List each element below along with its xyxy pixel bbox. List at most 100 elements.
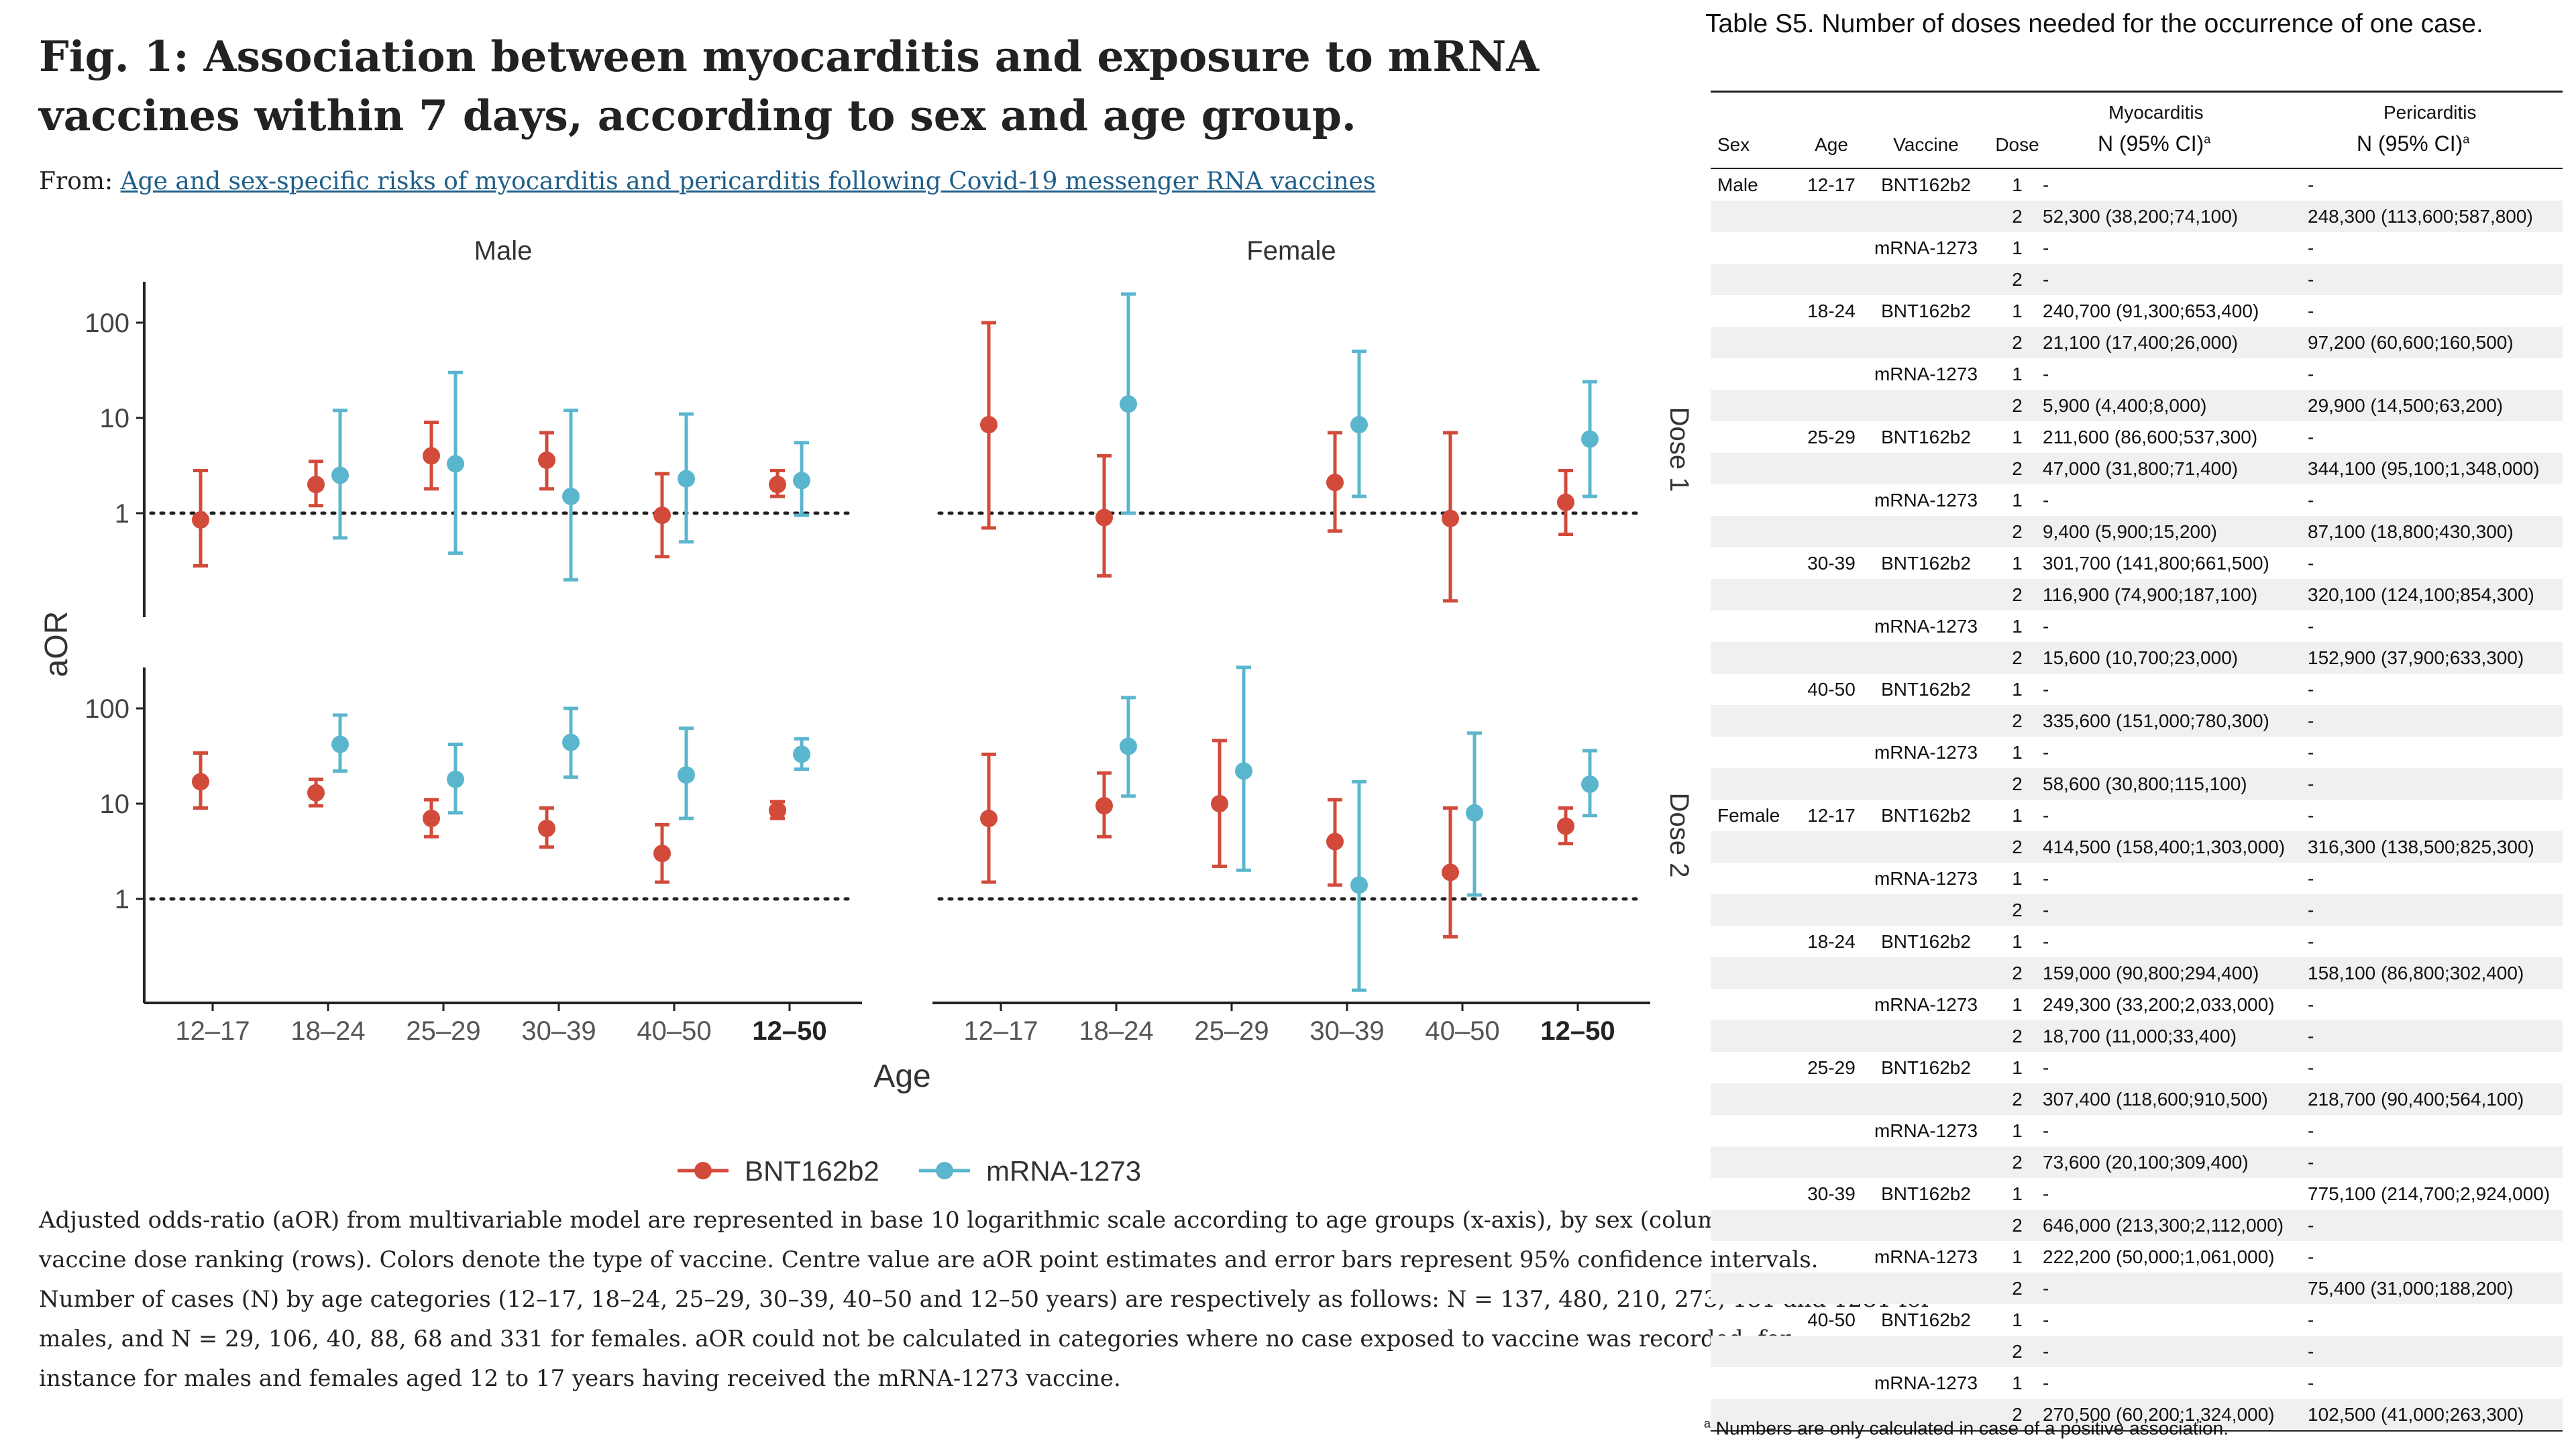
cell-peri: - [2308,301,2314,321]
cell-peri: 87,100 (18,800;430,300) [2308,521,2514,542]
cell-dose: 1 [2012,1120,2023,1141]
cell-myo: - [2043,1341,2049,1362]
point-estimate [1235,762,1252,780]
legend-swatch-point [694,1162,712,1179]
point-estimate [331,735,349,753]
point-estimate [447,455,464,473]
table-row: mRNA-1273 1- - [1711,737,2563,768]
cell-dose: 2 [2012,584,2023,605]
point-estimate [1442,509,1459,527]
cell-dose: 2 [2012,1278,2023,1299]
point-estimate [1581,430,1599,448]
table-row: 2 646,000 (213,300;2,112,000) - [1711,1210,2563,1241]
cell-dose: 2 [2012,395,2023,416]
cell-myo: 301,700 (141,800;661,500) [2043,553,2269,574]
cell-vaccine: mRNA-1273 [1874,237,1978,258]
caption-line: vaccine dose ranking (rows). Colors deno… [39,1246,1819,1273]
cell-peri: 29,900 (14,500;63,200) [2308,395,2504,416]
point-estimate [562,733,580,751]
cell-dose: 2 [2012,900,2023,920]
cell-peri: - [2308,773,2314,794]
legend-label: BNT162b2 [745,1155,879,1187]
point-estimate [1326,474,1344,492]
table-row: mRNA-1273 1- - [1711,1367,2563,1399]
cell-dose: 1 [2012,742,2023,763]
cell-myo: 240,700 (91,300;653,400) [2043,301,2259,321]
cell-dose: 1 [2012,553,2023,574]
cell-vaccine: mRNA-1273 [1874,490,1978,511]
x-tick-label: 18–24 [1079,1016,1153,1046]
y-tick-label: 10 [100,790,130,819]
cell-dose: 1 [2012,1246,2023,1267]
cell-peri: 75,400 (31,000;188,200) [2308,1278,2514,1299]
point-estimate [192,773,209,791]
table-row: 2-- [1711,264,2563,295]
cell-vaccine: mRNA-1273 [1874,742,1978,763]
cell-vaccine: mRNA-1273 [1874,1373,1978,1393]
table-panel: Table S5. Number of doses needed for the… [1704,0,2576,1449]
table-row: 2 52,300 (38,200;74,100) 248,300 (113,600;… [1711,201,2563,232]
cell-myo: 335,600 (151,000;780,300) [2043,710,2269,731]
cell-myo: 249,300 (33,200;2,033,000) [2043,994,2275,1015]
cell-myo: 15,600 (10,700;23,000) [2043,647,2239,668]
cell-peri: - [2308,868,2314,889]
cell-myo: - [2043,490,2049,511]
cell-peri: - [2308,616,2314,637]
point-estimate [678,470,695,488]
cell-age: 30-39 [1807,553,1856,574]
cell-myo: 222,200 (50,000;1,061,000) [2043,1246,2275,1267]
x-tick-label: 12–50 [752,1016,826,1046]
cell-vaccine: BNT162b2 [1881,427,1971,447]
cell-myo: - [2043,900,2049,920]
cell-dose: 2 [2012,963,2023,983]
cell-peri: 320,100 (124,100;854,300) [2308,584,2534,605]
cell-peri: 97,200 (60,600;160,500) [2308,332,2514,353]
cell-dose: 2 [2012,269,2023,290]
figure-panel: Fig. 1: Association between myocarditis … [39,32,1932,1392]
cell-dose: 1 [2012,237,2023,258]
cell-myo: - [2043,237,2049,258]
table-row: mRNA-1273 1- - [1711,863,2563,894]
cell-myo: 646,000 (213,300;2,112,000) [2043,1215,2284,1236]
cell-peri: - [2308,1309,2314,1330]
cell-peri: 102,500 (41,000;263,300) [2308,1404,2524,1425]
table-row: 2 414,500 (158,400;1,303,000) 316,300 (138… [1711,831,2563,863]
x-tick-label: 40–50 [1425,1016,1499,1046]
cell-vaccine: BNT162b2 [1881,931,1971,952]
cell-myo: - [2043,868,2049,889]
cell-vaccine: mRNA-1273 [1874,868,1978,889]
cell-dose: 1 [2012,868,2023,889]
cell-dose: 1 [2012,994,2023,1015]
y-tick-label: 100 [85,309,129,338]
table-row: 2 73,600 (20,100;309,400) - [1711,1146,2563,1178]
table-body: Male 12-17 BNT162b2 1- -2 52,300 (38,200;74,1… [1711,169,2563,1432]
point-estimate [1211,795,1228,812]
cell-myo: - [2043,174,2049,195]
cell-myo: - [2043,931,2049,952]
cell-myo: - [2043,679,2049,700]
cell-vaccine: mRNA-1273 [1874,994,1978,1015]
cell-vaccine: mRNA-1273 [1874,364,1978,384]
table-row: 2 5,900 (4,400;8,000) 29,900 (14,500;63,20… [1711,390,2563,421]
point-estimate [980,416,998,434]
point-estimate [423,809,440,827]
table-row: Female 12-17 BNT162b2 1- - [1711,800,2563,831]
cell-dose: 2 [2012,521,2023,542]
y-axis-title: aOR [39,611,74,678]
cell-age: 25-29 [1807,1057,1856,1078]
cell-myo: 21,100 (17,400;26,000) [2043,332,2239,353]
table-row: 40-50 BNT162b2 1- - [1711,674,2563,705]
point-estimate [1095,508,1113,527]
cell-dose: 1 [2012,1183,2023,1204]
cell-dose: 1 [2012,301,2023,321]
cell-age: 12-17 [1807,805,1856,826]
point-estimate [562,487,580,505]
cell-vaccine: mRNA-1273 [1874,616,1978,637]
cell-peri: - [2308,1373,2314,1393]
cell-age: 25-29 [1807,427,1856,447]
legend-swatch-point [936,1162,953,1179]
table-row: 2 9,400 (5,900;15,200) 87,100 (18,800;430,… [1711,516,2563,547]
header-peri-n: N (95% CI)a [2357,131,2470,156]
source-article-link[interactable]: Age and sex-specific risks of myocarditi… [120,168,1376,195]
table-footnote: a Numbers are only calculated in case of… [1704,1417,2229,1439]
